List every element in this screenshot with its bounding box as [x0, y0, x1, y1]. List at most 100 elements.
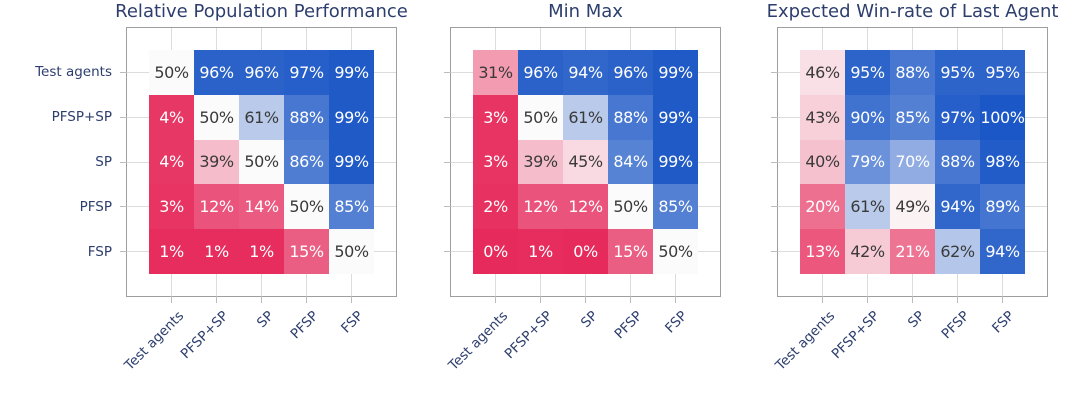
- heatmap-cell: 50%: [329, 229, 374, 274]
- x-tick-mark: [822, 296, 823, 303]
- heatmap-cell: 99%: [329, 50, 374, 95]
- heatmap-cell: 15%: [608, 229, 653, 274]
- heatmap-cell: 96%: [194, 50, 239, 95]
- x-tick-mark: [867, 296, 868, 303]
- heatmap-cell: 45%: [563, 139, 608, 185]
- heatmap-cell: 95%: [845, 50, 890, 95]
- chart-title: Relative Population Performance: [115, 1, 408, 22]
- x-axis-label: PFSP+SP: [828, 308, 883, 363]
- y-tick-mark: [444, 251, 451, 253]
- heatmap-cell: 0%: [563, 229, 608, 274]
- heatmap-cell: 1%: [239, 229, 284, 274]
- x-axis-label: Test agents: [772, 308, 838, 374]
- heatmap-cell: 39%: [518, 139, 563, 185]
- heatmap-cell: 50%: [284, 184, 329, 230]
- heatmap-cell: 15%: [284, 229, 329, 274]
- x-axis-label: Test agents: [121, 308, 187, 374]
- x-axis-label: FSP: [662, 308, 691, 337]
- heatmap-cell: 50%: [194, 94, 239, 140]
- x-tick-mark: [351, 296, 352, 303]
- heatmap-cell: 4%: [149, 94, 194, 140]
- x-tick-mark: [585, 296, 586, 303]
- heatmap-cell: 31%: [473, 50, 518, 95]
- heatmap-cell: 50%: [239, 139, 284, 185]
- x-axis-label: Test agents: [445, 308, 511, 374]
- heatmap-cell: 4%: [149, 139, 194, 185]
- heatmap-cell: 61%: [239, 94, 284, 140]
- heatmap-cell: 96%: [239, 50, 284, 95]
- x-axis-label: FSP: [338, 308, 367, 337]
- chart-title: Min Max: [548, 1, 623, 22]
- heatmap-cell: 98%: [980, 139, 1025, 185]
- heatmap-cell: 3%: [473, 94, 518, 140]
- heatmap-cell: 39%: [194, 139, 239, 185]
- heatmap-cell: 99%: [653, 139, 698, 185]
- y-axis-label: FSP: [87, 243, 112, 260]
- y-tick-mark: [120, 161, 127, 163]
- heatmap-cell: 99%: [329, 94, 374, 140]
- heatmap-panel-relative-population-performance: Relative Population Performance 50% 96% 96…: [35, 1, 408, 374]
- x-tick-mark: [261, 296, 262, 303]
- heatmap-cell: 86%: [284, 139, 329, 185]
- heatmap-cell: 2%: [473, 184, 518, 230]
- heatmap-cell: 84%: [608, 139, 653, 185]
- x-axis-label: FSP: [989, 308, 1018, 337]
- y-tick-mark: [120, 71, 127, 73]
- heatmap-cell: 89%: [980, 184, 1025, 230]
- heatmap-cell: 12%: [518, 184, 563, 230]
- heatmap-cell: 3%: [149, 184, 194, 230]
- heatmap-cell: 61%: [845, 184, 890, 230]
- heatmap-cell: 85%: [329, 184, 374, 230]
- x-axis-label: PFSP+SP: [177, 308, 232, 363]
- x-axis-label: SP: [904, 308, 928, 332]
- heatmap-cell: 79%: [845, 139, 890, 185]
- y-tick-mark: [444, 161, 451, 163]
- x-axis-label: SP: [577, 308, 601, 332]
- heatmap-cell: 95%: [980, 50, 1025, 95]
- heatmap-panel-min-max: Min Max 31% 96% 94% 96% 99% 3% 50% 61% 88% 99% 3% 3…: [444, 1, 721, 374]
- y-tick-mark: [444, 116, 451, 118]
- y-axis-label: PFSP: [79, 198, 112, 215]
- heatmap-cell: 49%: [890, 184, 935, 230]
- y-axis-label: Test agents: [35, 64, 112, 81]
- x-tick-mark: [216, 296, 217, 303]
- heatmap-cell: 40%: [800, 139, 845, 185]
- heatmap-cell: 96%: [518, 50, 563, 95]
- x-axis-label: PFSP: [611, 308, 646, 343]
- heatmap-cell: 50%: [518, 94, 563, 140]
- heatmap-cell: 20%: [800, 184, 845, 230]
- y-tick-mark: [771, 251, 778, 253]
- heatmap-cell: 85%: [890, 94, 935, 140]
- heatmap-cell: 14%: [239, 184, 284, 230]
- x-tick-mark: [171, 296, 172, 303]
- y-tick-mark: [120, 251, 127, 253]
- x-tick-mark: [957, 296, 958, 303]
- heatmap-cell: 95%: [935, 50, 980, 95]
- heatmap-cell: 70%: [890, 139, 935, 185]
- heatmap-cell: 100%: [980, 94, 1025, 140]
- heatmap-cell-grid: 50% 96% 96% 97% 99% 4% 50% 61% 88% 99% 4% 39% 50% 86%…: [149, 50, 374, 274]
- heatmap-cell: 99%: [653, 50, 698, 95]
- y-axis-label: PFSP+SP: [51, 109, 112, 126]
- heatmap-cell: 1%: [518, 229, 563, 274]
- heatmap-cell: 88%: [284, 94, 329, 140]
- heatmap-cell: 88%: [935, 139, 980, 185]
- heatmap-cell-grid: 46% 95% 88% 95% 95% 43% 90% 85% 97% 100% 40% 79% 70%…: [800, 50, 1025, 274]
- heatmap-cell: 3%: [473, 139, 518, 185]
- heatmap-cell: 85%: [653, 184, 698, 230]
- y-tick-mark: [771, 206, 778, 208]
- heatmap-cell: 50%: [608, 184, 653, 230]
- heatmap-cell: 21%: [890, 229, 935, 274]
- chart-title: Expected Win-rate of Last Agent: [766, 1, 1059, 22]
- x-tick-mark: [630, 296, 631, 303]
- y-tick-mark: [444, 71, 451, 73]
- x-axis-label: SP: [253, 308, 277, 332]
- x-tick-mark: [540, 296, 541, 303]
- heatmap-cell: 94%: [980, 229, 1025, 274]
- x-axis-label: PFSP: [938, 308, 973, 343]
- heatmap-cell: 96%: [608, 50, 653, 95]
- heatmap-cell: 88%: [608, 94, 653, 140]
- heatmap-cell: 13%: [800, 229, 845, 274]
- x-tick-mark: [912, 296, 913, 303]
